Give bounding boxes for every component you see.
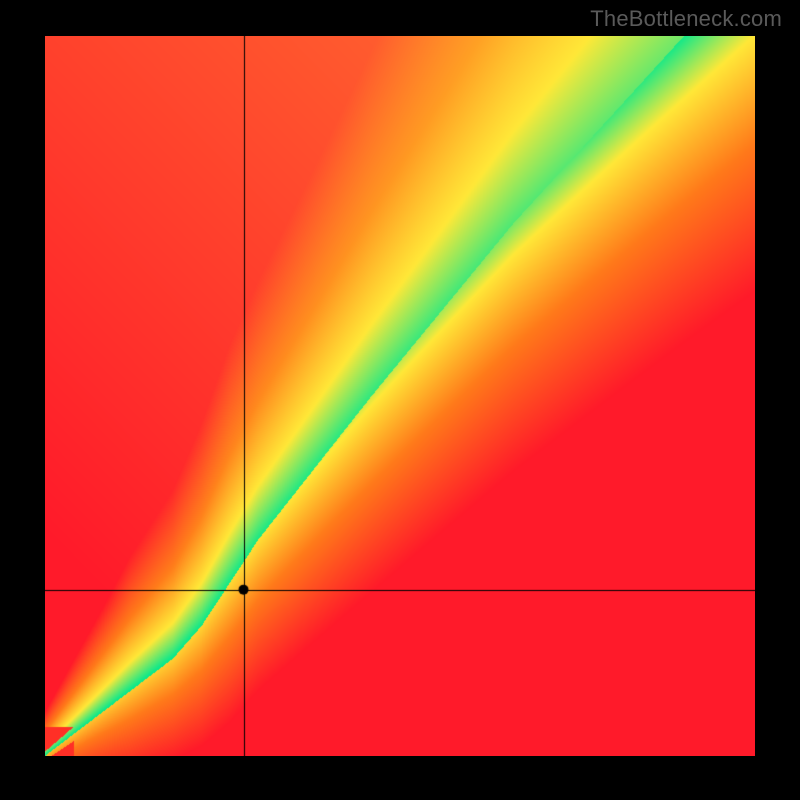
heatmap-canvas xyxy=(45,36,755,756)
outer-frame: TheBottleneck.com xyxy=(0,0,800,800)
watermark-text: TheBottleneck.com xyxy=(590,6,782,32)
heatmap-plot xyxy=(45,36,755,756)
